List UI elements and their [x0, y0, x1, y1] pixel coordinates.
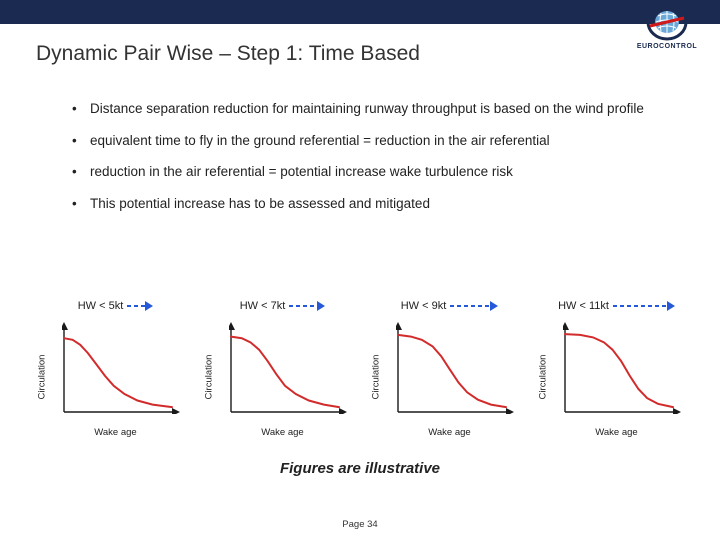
- decay-curve: [565, 334, 673, 407]
- hw-arrow: [613, 300, 675, 312]
- bullet-item: This potential increase has to be assess…: [72, 195, 680, 213]
- hw-label: HW < 11kt: [558, 300, 609, 312]
- x-axis-label: Wake age: [380, 427, 520, 438]
- chart: HW < 7kt CirculationWake age: [203, 300, 362, 432]
- chart: HW < 9kt CirculationWake age: [370, 300, 529, 432]
- plot-wrap: CirculationWake age: [46, 322, 186, 432]
- logo-text: EUROCONTROL: [637, 43, 697, 50]
- hw-arrow-icon: [127, 300, 153, 312]
- y-axis-label: Circulation: [537, 355, 548, 400]
- y-axis-label: Circulation: [36, 355, 47, 400]
- hw-row: HW < 9kt: [401, 300, 499, 312]
- plot-svg: [229, 322, 347, 414]
- hw-row: HW < 11kt: [558, 300, 675, 312]
- chart: HW < 11kt CirculationWake age: [537, 300, 696, 432]
- plot-svg: [563, 322, 681, 414]
- x-axis-label: Wake age: [46, 427, 186, 438]
- brand-logo: EUROCONTROL: [632, 2, 702, 60]
- hw-arrow-icon: [613, 300, 675, 312]
- decay-curve: [398, 335, 506, 407]
- hw-arrow: [450, 300, 498, 312]
- hw-row: HW < 7kt: [240, 300, 326, 312]
- hw-arrow-icon: [289, 300, 325, 312]
- hw-arrow: [127, 300, 153, 312]
- plot-wrap: CirculationWake age: [213, 322, 353, 432]
- bullet-list: Distance separation reduction for mainta…: [72, 100, 680, 226]
- figure-caption: Figures are illustrative: [0, 460, 720, 477]
- charts-row: HW < 5kt CirculationWake age HW < 7kt Circu…: [36, 300, 696, 432]
- plot-svg: [62, 322, 180, 414]
- hw-label: HW < 7kt: [240, 300, 286, 312]
- page-title: Dynamic Pair Wise – Step 1: Time Based: [36, 42, 420, 66]
- decay-curve: [231, 337, 339, 408]
- hw-label: HW < 5kt: [78, 300, 124, 312]
- bullet-item: reduction in the air referential = poten…: [72, 163, 680, 181]
- plot-wrap: CirculationWake age: [547, 322, 687, 432]
- hw-row: HW < 5kt: [78, 300, 154, 312]
- plot-wrap: CirculationWake age: [380, 322, 520, 432]
- hw-label: HW < 9kt: [401, 300, 447, 312]
- header-bar: [0, 0, 720, 24]
- page-number: Page 34: [0, 519, 720, 530]
- hw-arrow-icon: [450, 300, 498, 312]
- bullet-item: Distance separation reduction for mainta…: [72, 100, 680, 118]
- x-axis-label: Wake age: [213, 427, 353, 438]
- bullet-item: equivalent time to fly in the ground ref…: [72, 132, 680, 150]
- decay-curve: [64, 338, 172, 407]
- y-axis-label: Circulation: [203, 355, 214, 400]
- chart: HW < 5kt CirculationWake age: [36, 300, 195, 432]
- x-axis-label: Wake age: [547, 427, 687, 438]
- plot-svg: [396, 322, 514, 414]
- y-axis-label: Circulation: [370, 355, 381, 400]
- logo-icon: [644, 2, 690, 42]
- slide: EUROCONTROL Dynamic Pair Wise – Step 1: …: [0, 0, 720, 540]
- hw-arrow: [289, 300, 325, 312]
